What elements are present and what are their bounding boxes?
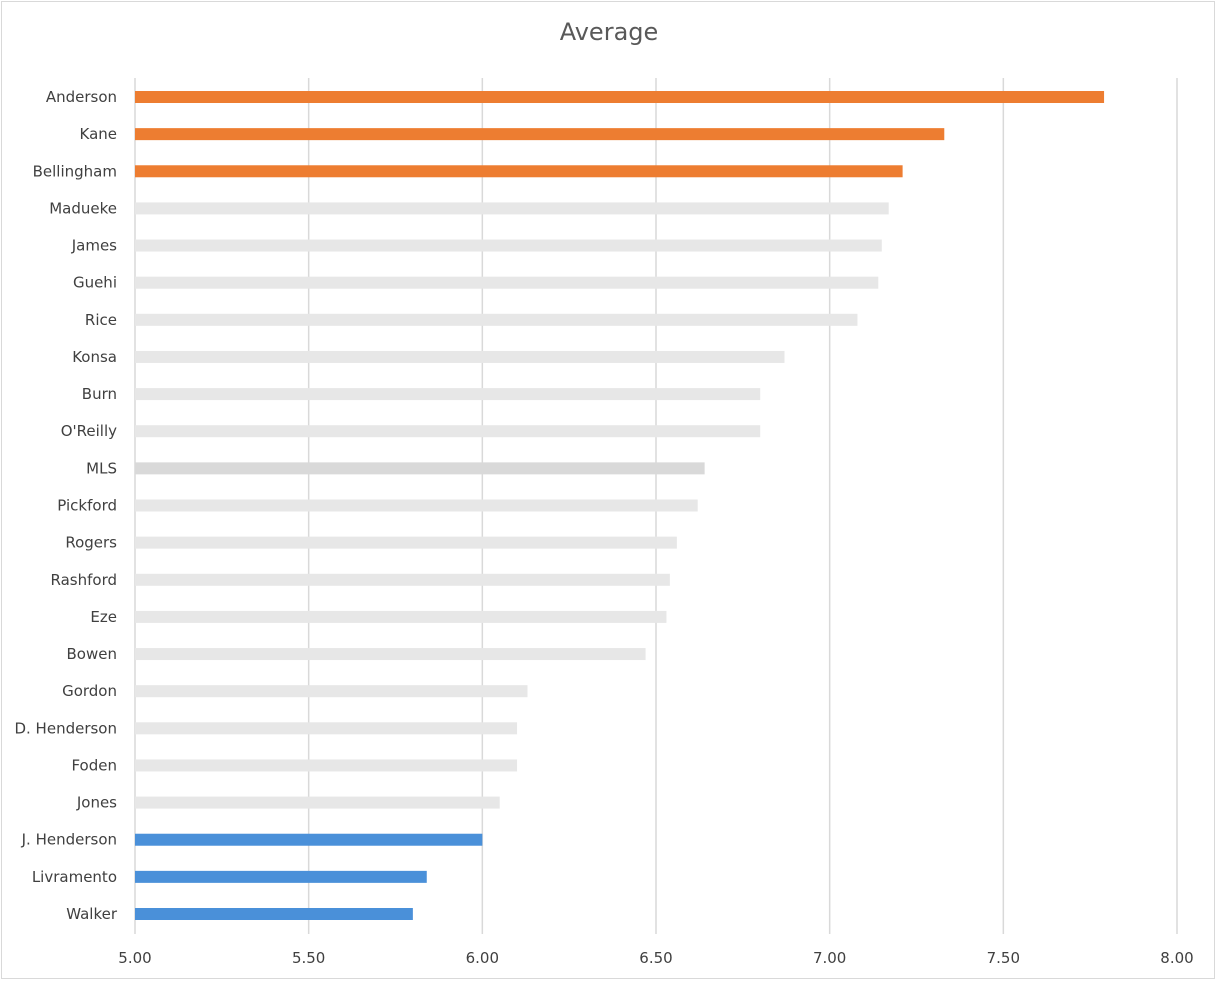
category-label: Walker	[66, 905, 118, 923]
bar	[135, 91, 1105, 103]
x-tick-label: 8.00	[1160, 949, 1193, 967]
bar	[135, 239, 882, 252]
category-label: Pickford	[57, 497, 117, 515]
bar	[135, 722, 518, 735]
bar	[135, 350, 785, 363]
bar	[135, 536, 677, 549]
category-label: D. Henderson	[14, 719, 117, 737]
bar	[135, 833, 483, 846]
category-label: Gordon	[62, 682, 117, 700]
bar	[135, 425, 761, 438]
bar	[135, 610, 667, 623]
category-label: Livramento	[32, 868, 117, 886]
bar	[135, 313, 858, 326]
category-label: Rogers	[65, 534, 117, 552]
category-label: O'Reilly	[61, 422, 117, 440]
bar	[135, 908, 413, 920]
category-label: Eze	[90, 608, 117, 626]
x-tick-label: 5.50	[292, 949, 325, 967]
category-label: J. Henderson	[21, 831, 117, 849]
x-tick-label: 7.00	[813, 949, 846, 967]
category-label: Bowen	[67, 645, 117, 663]
category-label: Anderson	[46, 88, 117, 106]
bar	[135, 202, 889, 215]
x-tick-label: 7.50	[987, 949, 1020, 967]
category-label: Guehi	[73, 274, 117, 292]
category-label: James	[71, 237, 117, 255]
category-label: Kane	[80, 125, 118, 143]
category-label: Jones	[76, 794, 117, 812]
x-tick-label: 6.00	[466, 949, 499, 967]
category-label: MLS	[86, 459, 117, 477]
bar	[135, 276, 879, 289]
category-label: Madueke	[49, 199, 117, 217]
category-label: Rashford	[51, 571, 118, 589]
bar	[135, 796, 500, 809]
category-label: Konsa	[72, 348, 117, 366]
bar	[135, 462, 705, 475]
bar	[135, 870, 427, 883]
x-tick-label: 5.00	[118, 949, 151, 967]
bar	[135, 165, 903, 178]
bar	[135, 573, 670, 586]
x-tick-label: 6.50	[639, 949, 672, 967]
bar	[135, 128, 945, 141]
bar	[135, 499, 698, 512]
chart-title: Average	[559, 18, 659, 46]
category-label: Rice	[85, 311, 117, 329]
bar	[135, 685, 528, 698]
category-label: Foden	[71, 756, 117, 774]
bar	[135, 759, 518, 772]
bar	[135, 388, 761, 401]
category-label: Bellingham	[33, 162, 117, 180]
category-label: Burn	[82, 385, 117, 403]
bar	[135, 648, 646, 661]
